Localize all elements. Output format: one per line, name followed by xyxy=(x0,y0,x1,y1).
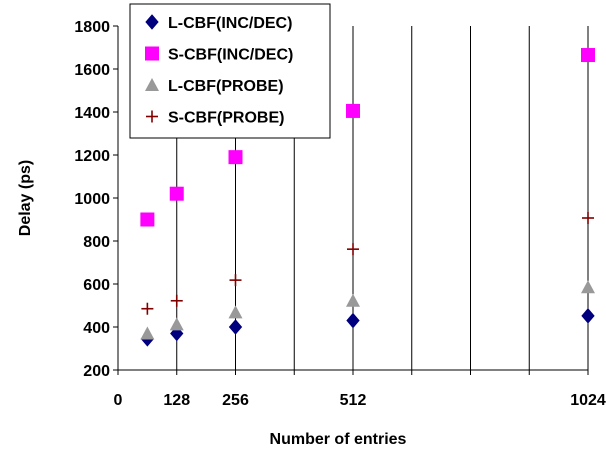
legend-marker xyxy=(145,78,159,91)
series-3 xyxy=(140,280,595,340)
y-tick-label: 400 xyxy=(83,320,110,337)
x-tick-label: 128 xyxy=(163,392,190,409)
data-point xyxy=(140,212,155,227)
data-point xyxy=(170,294,183,307)
legend-label: S-CBF(PROBE) xyxy=(168,110,284,127)
legend-label: S-CBF(INC/DEC) xyxy=(168,47,293,64)
y-tick-label: 1600 xyxy=(74,62,110,79)
data-point xyxy=(169,317,184,331)
legend-box xyxy=(129,3,331,139)
data-point xyxy=(228,305,243,319)
legend-marker xyxy=(145,46,159,61)
data-point xyxy=(581,308,595,324)
legend-label: L-CBF(INC/DEC) xyxy=(168,15,292,32)
series-1 xyxy=(140,308,595,347)
y-tick-label: 1000 xyxy=(74,191,110,208)
y-tick-label: 800 xyxy=(83,234,110,251)
y-tick-label: 1800 xyxy=(74,19,110,36)
data-point xyxy=(169,186,184,201)
x-tick-label: 256 xyxy=(222,392,249,409)
data-point xyxy=(228,319,243,335)
x-tick-label: 512 xyxy=(340,392,367,409)
legend-marker xyxy=(145,14,159,30)
legend: L-CBF(INC/DEC) S-CBF(INC/DEC) L-CBF(PROBE)… xyxy=(129,3,331,139)
series-4 xyxy=(141,211,594,315)
data-points xyxy=(140,48,595,347)
x-tick-label: 0 xyxy=(114,392,123,409)
y-tick-label: 600 xyxy=(83,277,110,294)
data-point xyxy=(581,280,595,294)
data-point xyxy=(141,302,154,315)
legend-marker xyxy=(146,110,158,123)
y-tick-label: 1200 xyxy=(74,148,110,165)
legend-label: L-CBF(PROBE) xyxy=(168,78,284,95)
data-point xyxy=(346,103,360,118)
axes xyxy=(113,25,589,375)
series-2 xyxy=(140,48,595,227)
data-point xyxy=(581,48,595,63)
data-point xyxy=(346,312,360,329)
data-point xyxy=(229,274,242,287)
y-tick-label: 1400 xyxy=(74,105,110,122)
data-point xyxy=(347,243,359,256)
data-point xyxy=(140,326,155,340)
y-axis-title: Delay (ps) xyxy=(17,160,34,236)
x-tick-labels: 0 128 256 512 1024 xyxy=(114,392,606,409)
data-point xyxy=(228,150,243,165)
x-tick-label: 1024 xyxy=(570,392,606,409)
y-tick-labels: 200 400 600 800 1000 1200 1400 1600 1800 xyxy=(74,19,110,380)
x-axis-title: Number of entries xyxy=(270,431,407,448)
data-point xyxy=(346,293,360,307)
data-point xyxy=(582,211,594,224)
y-tick-label: 200 xyxy=(83,363,110,380)
